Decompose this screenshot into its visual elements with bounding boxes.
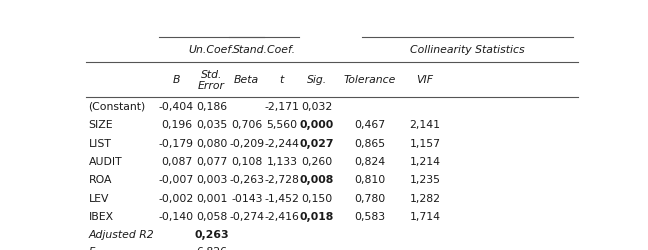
Text: (Constant): (Constant) (89, 102, 146, 112)
Text: -0,002: -0,002 (159, 193, 194, 203)
Text: -0,274: -0,274 (229, 211, 264, 221)
Text: 0,467: 0,467 (354, 120, 386, 130)
Text: 0,035: 0,035 (196, 120, 227, 130)
Text: 0,000: 0,000 (300, 120, 334, 130)
Text: 0,087: 0,087 (161, 156, 192, 166)
Text: 0,865: 0,865 (354, 138, 386, 148)
Text: 0,780: 0,780 (354, 193, 386, 203)
Text: 1,282: 1,282 (410, 193, 441, 203)
Text: 0,583: 0,583 (354, 211, 386, 221)
Text: 0,003: 0,003 (196, 175, 227, 185)
Text: -0,007: -0,007 (159, 175, 194, 185)
Text: F: F (89, 246, 95, 250)
Text: LIST: LIST (89, 138, 111, 148)
Text: Tolerance: Tolerance (343, 75, 396, 85)
Text: -1,452: -1,452 (264, 193, 299, 203)
Text: 0,263: 0,263 (194, 229, 229, 239)
Text: LEV: LEV (89, 193, 109, 203)
Text: 1,714: 1,714 (410, 211, 441, 221)
Text: Un.Coef.: Un.Coef. (189, 45, 235, 55)
Text: -0,140: -0,140 (159, 211, 194, 221)
Text: 0,706: 0,706 (231, 120, 262, 130)
Text: ROA: ROA (89, 175, 112, 185)
Text: 0,077: 0,077 (196, 156, 227, 166)
Text: 2,141: 2,141 (410, 120, 441, 130)
Text: 0,186: 0,186 (196, 102, 227, 112)
Text: -0,263: -0,263 (229, 175, 264, 185)
Text: -0,209: -0,209 (229, 138, 264, 148)
Text: 1,133: 1,133 (266, 156, 297, 166)
Text: Std.
Error: Std. Error (198, 69, 225, 91)
Text: t: t (280, 75, 284, 85)
Text: 0,108: 0,108 (231, 156, 262, 166)
Text: -2,244: -2,244 (264, 138, 299, 148)
Text: 0,001: 0,001 (196, 193, 227, 203)
Text: 0,058: 0,058 (196, 211, 227, 221)
Text: 0,260: 0,260 (301, 156, 332, 166)
Text: Collinearity Statistics: Collinearity Statistics (410, 45, 525, 55)
Text: AUDIT: AUDIT (89, 156, 122, 166)
Text: 0,080: 0,080 (196, 138, 227, 148)
Text: -0,404: -0,404 (159, 102, 194, 112)
Text: 1,214: 1,214 (410, 156, 441, 166)
Text: Sig.: Sig. (307, 75, 327, 85)
Text: 5,560: 5,560 (266, 120, 297, 130)
Text: 1,157: 1,157 (410, 138, 441, 148)
Text: 0,018: 0,018 (300, 211, 334, 221)
Text: Stand.Coef.: Stand.Coef. (233, 45, 296, 55)
Text: 0,008: 0,008 (300, 175, 334, 185)
Text: -2,171: -2,171 (264, 102, 299, 112)
Text: 0,810: 0,810 (354, 175, 386, 185)
Text: -0143: -0143 (231, 193, 262, 203)
Text: 0,027: 0,027 (300, 138, 334, 148)
Text: B: B (172, 75, 180, 85)
Text: -0,179: -0,179 (159, 138, 194, 148)
Text: 1,235: 1,235 (410, 175, 441, 185)
Text: Beta: Beta (234, 75, 259, 85)
Text: 0,032: 0,032 (301, 102, 332, 112)
Text: 0,824: 0,824 (354, 156, 386, 166)
Text: VIF: VIF (417, 75, 434, 85)
Text: IBEX: IBEX (89, 211, 113, 221)
Text: -2,728: -2,728 (264, 175, 299, 185)
Text: SIZE: SIZE (89, 120, 113, 130)
Text: -2,416: -2,416 (264, 211, 299, 221)
Text: 6,826: 6,826 (196, 246, 227, 250)
Text: 0,150: 0,150 (301, 193, 332, 203)
Text: 0,196: 0,196 (161, 120, 192, 130)
Text: Adjusted R2: Adjusted R2 (89, 229, 154, 239)
